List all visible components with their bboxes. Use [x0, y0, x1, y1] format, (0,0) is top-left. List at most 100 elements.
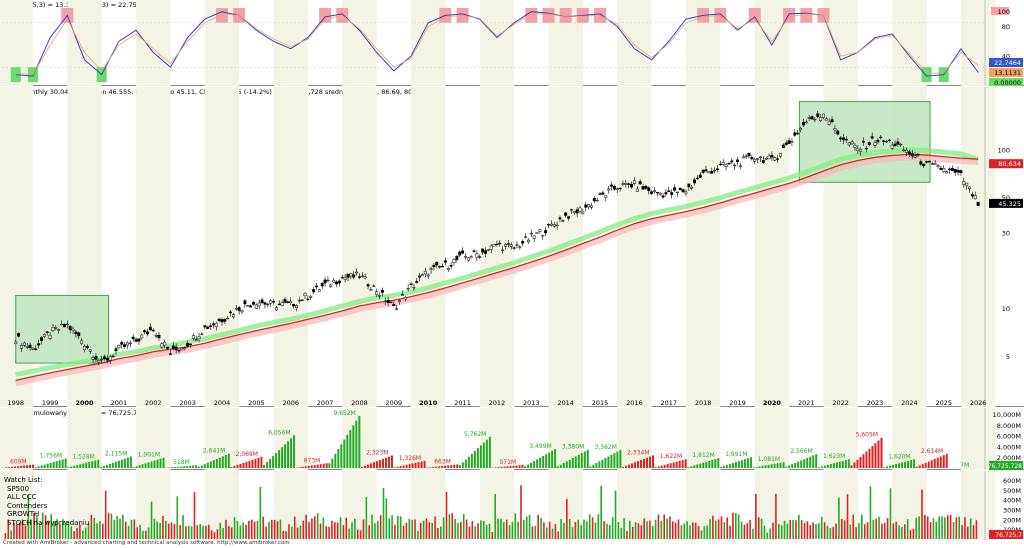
cumvol-bar — [494, 467, 497, 468]
cumvol-bar — [414, 462, 417, 468]
cumvol-bar — [764, 465, 767, 468]
volume-bar — [190, 526, 193, 539]
cumvol-bar — [684, 459, 687, 468]
cumvol-bar — [652, 455, 655, 468]
volume-bar — [73, 531, 75, 539]
watch-list-item[interactable]: ALL CCC — [7, 493, 37, 502]
candle-body — [896, 141, 900, 145]
cumvol-bar — [856, 459, 859, 468]
candle-body — [515, 244, 519, 246]
volume-bar — [471, 521, 474, 539]
cumvol-bar — [832, 463, 835, 468]
cumvol-bar — [102, 465, 105, 468]
cumvol-bar — [556, 466, 559, 468]
candle-body — [512, 247, 516, 249]
cumvol-bar — [693, 465, 696, 468]
cumvol-bar — [500, 466, 503, 468]
year-band — [479, 408, 515, 470]
candle-body — [822, 113, 825, 118]
candle-body — [718, 163, 722, 166]
cumvol-bar — [236, 464, 239, 468]
cumvol-bar — [820, 466, 823, 468]
cumvol-bar — [123, 458, 126, 468]
volume-bar — [391, 515, 393, 539]
cumvol-bar — [702, 462, 705, 468]
volume-bar — [362, 519, 365, 539]
cumvol-bar — [488, 436, 491, 468]
watch-list-item[interactable]: STOCH na wyprzedaniu — [7, 518, 90, 527]
cumvol-tick-label: 2,000M — [997, 454, 1021, 462]
candle-body — [266, 303, 270, 306]
candle-body — [750, 156, 754, 160]
year-band — [548, 471, 583, 540]
candle-body — [134, 339, 138, 342]
watch-list-item[interactable]: Contenders — [7, 501, 48, 510]
volume-bar — [334, 522, 336, 539]
watch-list-item[interactable]: GROWTH — [7, 510, 40, 519]
candle-body — [632, 180, 636, 184]
cumvol-bar — [512, 465, 515, 468]
volume-bar — [99, 521, 101, 539]
cumvol-bar — [554, 449, 557, 468]
candle-body — [143, 330, 147, 333]
candle-body — [962, 181, 966, 185]
volume-bar — [167, 523, 170, 539]
cumvol-bar — [70, 466, 73, 468]
cumvol-bar — [672, 462, 675, 468]
volume-bar — [482, 520, 485, 539]
volume-bar — [649, 520, 651, 539]
cumvol-bar — [669, 463, 672, 468]
candle-body — [655, 191, 659, 194]
volume-bar — [629, 520, 631, 539]
candle-body — [638, 181, 642, 185]
cumvol-bar — [803, 459, 806, 468]
cumvol-bar — [360, 466, 363, 468]
volume-bar — [672, 521, 674, 539]
cumvol-bar — [898, 463, 901, 468]
volume-bar — [13, 522, 15, 539]
volume-bar — [680, 525, 683, 539]
volume-bar — [840, 518, 843, 539]
candle-body — [355, 271, 359, 274]
volume-bar — [199, 523, 202, 539]
cumvol-pane: NKE - Skumulowany wolumen = 76,725,728.0… — [0, 408, 1024, 470]
candle-body — [661, 195, 665, 198]
candle-body — [552, 224, 556, 227]
cumvol-segment-label: 2,115M — [105, 451, 127, 458]
volume-bar — [657, 514, 660, 539]
candle-body — [922, 163, 926, 167]
cumvol-bar — [272, 456, 275, 468]
cumvol-bar — [773, 463, 776, 468]
cumvol-bar — [290, 438, 293, 468]
cumvol-bar — [275, 453, 278, 468]
volume-bar — [823, 522, 826, 539]
cumvol-bar — [699, 463, 702, 468]
close-value-label: 45.325 — [998, 200, 1021, 208]
overbought-zone — [525, 8, 538, 23]
cumvol-bar — [678, 460, 681, 468]
candle-body — [807, 117, 811, 119]
cumvol-bar — [453, 464, 456, 468]
volume-bar — [4, 533, 7, 539]
candle-body — [724, 164, 728, 168]
x-tick-label: 2001 — [111, 399, 128, 407]
cumvol-bar — [865, 451, 868, 468]
volume-bar — [144, 530, 147, 539]
candle-body — [249, 305, 253, 308]
volume-bar — [93, 517, 96, 539]
cumvol-bar — [447, 465, 450, 468]
cumvol-segment-label: 663M — [434, 458, 451, 465]
volume-bar — [775, 494, 777, 539]
cumvol-segment-label: 2,334M — [627, 449, 649, 456]
candle-body — [105, 358, 109, 361]
volume-bar — [153, 518, 156, 539]
cumvol-bar — [227, 453, 230, 468]
cumvol-bar — [479, 445, 482, 468]
cumvol-bar — [32, 464, 34, 468]
cumvol-bar — [444, 465, 447, 468]
cumvol-segment-label: 1,528M — [72, 454, 94, 461]
candle-body — [816, 113, 820, 117]
watch-list-item[interactable]: SP500 — [7, 484, 30, 493]
candle-body — [753, 158, 757, 162]
